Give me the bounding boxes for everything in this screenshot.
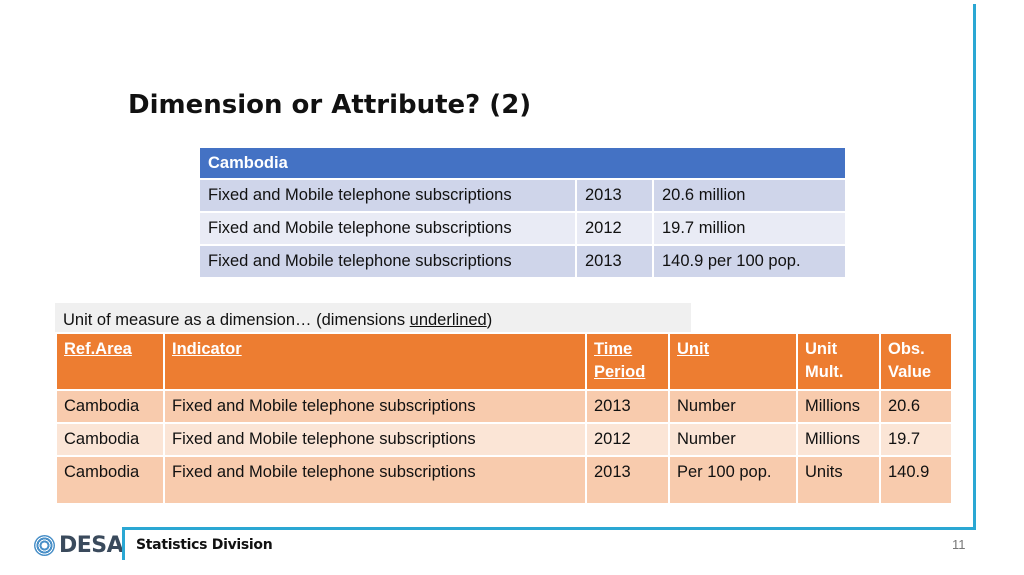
slide-title: Dimension or Attribute? (2) xyxy=(128,90,532,120)
table-cell: 20.6 million xyxy=(651,178,848,213)
table-header-row: Cambodia xyxy=(197,146,848,180)
table-cell: Fixed and Mobile telephone subscriptions xyxy=(198,178,577,213)
table-cell: 140.9 per 100 pop. xyxy=(651,244,848,279)
header-time-period: Time Period xyxy=(585,332,670,391)
table-cell: 2012 xyxy=(585,422,670,457)
table-cell: Fixed and Mobile telephone subscriptions xyxy=(198,244,577,279)
table-cell: Cambodia xyxy=(55,389,165,424)
table-cell: Units xyxy=(796,455,881,505)
table-cell: 2013 xyxy=(585,455,670,505)
footer-division-label: Statistics Division xyxy=(136,537,273,553)
table-row: Cambodia Fixed and Mobile telephone subs… xyxy=(55,422,953,457)
table-cell: Millions xyxy=(796,389,881,424)
header-unit-mult: Unit Mult. xyxy=(796,332,881,391)
table-cell: Number xyxy=(668,422,798,457)
table-cell: Fixed and Mobile telephone subscriptions xyxy=(198,211,577,246)
caption-close: ) xyxy=(486,311,493,329)
table-cell: Cambodia xyxy=(55,422,165,457)
header-unit: Unit xyxy=(668,332,798,391)
table-row: Fixed and Mobile telephone subscriptions… xyxy=(198,178,848,213)
table-header-row: Ref.Area Indicator Time Period Unit Unit… xyxy=(55,332,953,391)
table-cell: 20.6 xyxy=(879,389,953,424)
table-cell: 140.9 xyxy=(879,455,953,505)
footer-divider xyxy=(122,528,125,560)
table-cell: Fixed and Mobile telephone subscriptions xyxy=(163,455,587,505)
caption-text: Unit of measure as a dimension… (dimensi… xyxy=(63,311,410,329)
header-ref-area: Ref.Area xyxy=(55,332,165,391)
table-cell: Millions xyxy=(796,422,881,457)
table-row: Cambodia Fixed and Mobile telephone subs… xyxy=(55,389,953,424)
table-cell: 19.7 xyxy=(879,422,953,457)
table-cell: Fixed and Mobile telephone subscriptions xyxy=(163,389,587,424)
un-globe-icon xyxy=(34,534,55,556)
dimension-table: Ref.Area Indicator Time Period Unit Unit… xyxy=(55,332,953,505)
table-cell: 19.7 million xyxy=(651,211,848,246)
desa-logo-text: DESA xyxy=(59,532,124,558)
table-header-cell: Cambodia xyxy=(197,146,848,180)
table-cell: 2013 xyxy=(585,389,670,424)
table-cell: Number xyxy=(668,389,798,424)
table-row: Cambodia Fixed and Mobile telephone subs… xyxy=(55,455,953,505)
slide-border-bottom xyxy=(122,527,976,530)
table-cell: Per 100 pop. xyxy=(668,455,798,505)
table-cell: 2012 xyxy=(575,211,654,246)
page-number: 11 xyxy=(952,537,966,552)
caption-underlined: underlined xyxy=(409,311,487,329)
table-cell: Cambodia xyxy=(55,455,165,505)
table-cell: 2013 xyxy=(575,178,654,213)
cambodia-table: Cambodia Fixed and Mobile telephone subs… xyxy=(197,146,848,279)
table-cell: Fixed and Mobile telephone subscriptions xyxy=(163,422,587,457)
table-cell: 2013 xyxy=(575,244,654,279)
slide-border-right xyxy=(973,4,976,528)
header-indicator: Indicator xyxy=(163,332,587,391)
table-row: Fixed and Mobile telephone subscriptions… xyxy=(198,211,848,246)
table-row: Fixed and Mobile telephone subscriptions… xyxy=(198,244,848,279)
desa-logo: DESA xyxy=(34,532,124,558)
unit-caption: Unit of measure as a dimension… (dimensi… xyxy=(55,303,691,333)
header-obs-value: Obs. Value xyxy=(879,332,953,391)
